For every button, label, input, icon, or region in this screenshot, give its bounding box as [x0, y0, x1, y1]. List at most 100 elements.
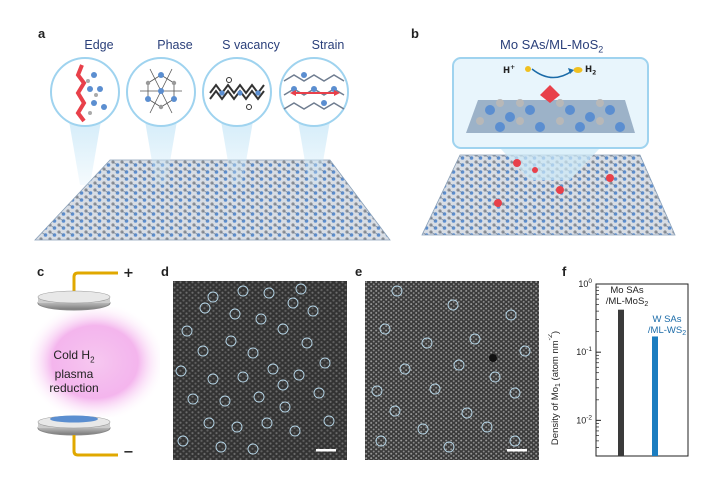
single-atom-marker — [293, 369, 305, 381]
single-atom-marker — [379, 323, 391, 335]
y-tick-label: 10-2 — [576, 414, 592, 425]
y-tick-label: 10-1 — [576, 346, 592, 357]
minus-terminal: − — [123, 445, 134, 460]
single-atom-marker — [225, 335, 237, 347]
single-atom-marker — [207, 373, 219, 385]
stem-image-e — [365, 281, 539, 460]
single-atom-marker — [519, 345, 531, 357]
single-atom-marker — [421, 337, 433, 349]
single-atom-marker — [255, 313, 267, 325]
hplus-label: H+ — [503, 64, 516, 76]
panel-b-label: b — [411, 26, 419, 41]
stem-image-d — [173, 281, 347, 460]
panel-a-illustration — [34, 57, 391, 241]
series-label-line1: Mo SAs — [610, 285, 644, 296]
plus-terminal: + — [123, 266, 134, 281]
single-atom-marker — [509, 435, 521, 447]
single-atom-marker — [481, 421, 493, 433]
single-atom-marker — [247, 347, 259, 359]
svg-text:Density of Mo1 (atom nm-2): Density of Mo1 (atom nm-2) — [548, 331, 562, 445]
panel-f-label: f — [562, 264, 567, 279]
scale-bar-d — [316, 449, 336, 452]
single-atom-marker — [301, 337, 313, 349]
single-atom-marker — [181, 325, 193, 337]
single-atom-marker — [461, 407, 473, 419]
single-atom-marker — [187, 393, 199, 405]
series-label-line1: W SAs — [652, 314, 681, 325]
chart-y-axis-label: Density of Mo1 (atom nm-2) — [548, 331, 562, 445]
series-label-line2: /ML-WS2 — [648, 325, 686, 337]
inset-label-s-vacancy: S vacancy — [222, 38, 280, 52]
panel-c-label: c — [37, 264, 45, 279]
zoom-cone-phase — [144, 115, 178, 185]
single-atom-marker — [261, 417, 273, 429]
single-atom-marker — [237, 285, 249, 297]
panel-a-label: a — [38, 26, 46, 41]
single-atom-marker — [175, 365, 187, 377]
single-atoms — [494, 159, 614, 207]
y-tick-label: 100 — [578, 278, 592, 289]
single-atom-marker — [453, 359, 465, 371]
panel-e-label: e — [355, 264, 363, 279]
single-atom-marker — [229, 308, 241, 320]
single-atom-marker — [253, 391, 265, 403]
single-atom-marker — [391, 285, 403, 297]
inset-label-edge: Edge — [84, 38, 114, 52]
single-atom-marker — [429, 383, 441, 395]
mo-single-atom — [540, 85, 560, 103]
single-atom-marker — [215, 441, 227, 453]
single-atom-marker — [199, 302, 211, 314]
scale-bar-e — [507, 449, 527, 452]
inset-label-strain: Strain — [311, 38, 345, 52]
panel-b-title: Mo SAs/ML-MoS2 — [500, 37, 604, 55]
mos2-slab — [34, 159, 391, 241]
single-atom-marker — [319, 357, 331, 369]
single-atom-marker — [247, 443, 259, 455]
panel-b-illustration — [421, 57, 676, 236]
h2-label: H2 — [585, 65, 597, 77]
panel-d-label: d — [161, 264, 169, 279]
bar-mo-sas — [618, 309, 624, 456]
single-atom-marker — [231, 421, 243, 433]
single-atom-marker — [509, 387, 521, 399]
single-atom-marker — [203, 417, 215, 429]
zoom-cone-vacancy — [220, 115, 254, 185]
single-atom-marker — [313, 387, 325, 399]
single-atom-marker — [287, 297, 299, 309]
plasma-text: Cold H2 plasma reduction — [49, 348, 99, 396]
single-atom-marker — [375, 435, 387, 447]
single-atom-marker — [307, 305, 319, 317]
inset-edge — [50, 57, 120, 127]
bottom-wire — [72, 435, 118, 457]
single-atom-marker — [489, 371, 501, 383]
inset-phase — [126, 57, 196, 127]
single-atom-marker — [505, 309, 517, 321]
zoom-cone-b — [500, 148, 600, 180]
inset-strain — [279, 57, 349, 127]
density-chart: Density of Mo1 (atom nm-2) 100 10-1 10-2 M… — [548, 278, 689, 457]
single-atom-marker — [399, 363, 411, 375]
zoom-cone-strain — [297, 115, 331, 185]
single-atom-marker — [371, 385, 383, 397]
single-atom-marker — [447, 299, 459, 311]
single-atom-marker — [277, 379, 289, 391]
inset-s-vacancy — [202, 57, 272, 127]
single-atom-marker — [469, 333, 481, 345]
single-atom-marker — [267, 363, 279, 375]
sample-substrate — [50, 415, 98, 423]
chart-frame — [595, 283, 689, 457]
single-atom-marker — [443, 441, 455, 453]
single-atom-marker — [289, 425, 301, 437]
single-atom-marker — [207, 291, 219, 303]
bar-w-sas — [652, 336, 658, 456]
single-atom-marker — [177, 435, 189, 447]
single-atom-marker — [279, 401, 291, 413]
inset-label-phase: Phase — [157, 38, 193, 52]
single-atom-marker — [237, 371, 249, 383]
plasma-reactor — [30, 271, 160, 457]
single-atom-marker — [389, 405, 401, 417]
single-atom-marker — [263, 287, 275, 299]
single-atom-marker — [323, 415, 335, 427]
single-atom-marker — [295, 283, 307, 295]
single-atom-marker — [219, 395, 231, 407]
